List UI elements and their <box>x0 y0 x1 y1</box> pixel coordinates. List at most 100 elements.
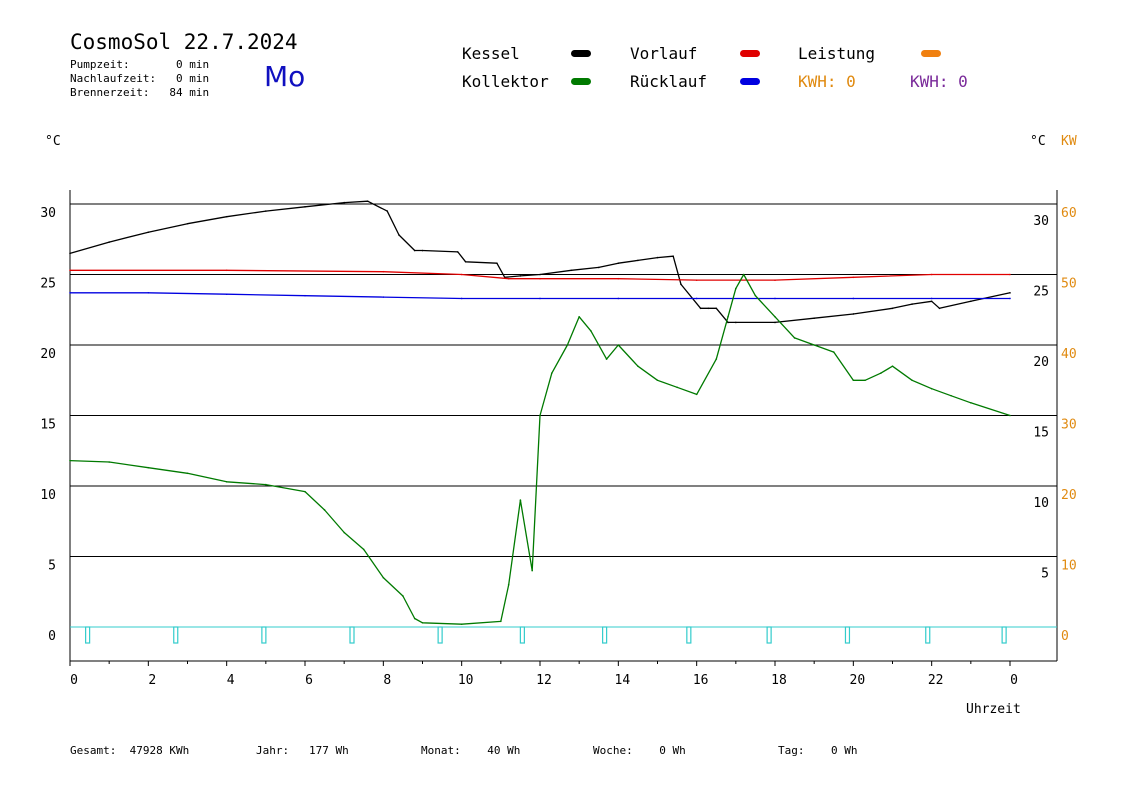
pump-mark <box>766 626 772 644</box>
x-tick-label: 22 <box>928 673 944 688</box>
series-point <box>774 316 776 318</box>
series-point <box>930 300 933 303</box>
y-left-tick-label: 5 <box>48 559 56 574</box>
series-point <box>304 294 306 297</box>
series-point <box>539 277 541 280</box>
series-point <box>550 372 553 375</box>
series-point <box>460 297 463 300</box>
y-right-tick-label: 15 <box>1033 426 1049 441</box>
series-point <box>617 344 620 346</box>
series-point <box>695 279 698 281</box>
series-point <box>699 307 702 310</box>
series-point <box>813 344 815 346</box>
series-point <box>225 480 228 483</box>
page-title: CosmoSol 22.7.2024 <box>70 30 298 54</box>
series-point <box>911 379 913 382</box>
series-point <box>304 206 306 208</box>
series-point <box>774 279 776 281</box>
series-point <box>672 255 674 257</box>
series-point <box>676 386 678 389</box>
series-point <box>742 273 745 276</box>
y-left-tick-label: 10 <box>40 488 56 503</box>
series-point <box>793 337 796 339</box>
brennerzeit-text: Brennerzeit: 84 min <box>70 86 210 99</box>
series-point <box>323 509 326 511</box>
series-point <box>402 595 404 597</box>
x-tick-label: 8 <box>383 673 391 688</box>
pump-mark <box>686 626 692 644</box>
y-right-kw-tick-label: 20 <box>1061 488 1077 503</box>
series-point <box>69 459 71 462</box>
y-left-tick-label: 20 <box>40 347 56 362</box>
series-point <box>852 313 855 315</box>
series-point <box>617 262 620 265</box>
legend-kessel: Kessel <box>462 44 520 63</box>
x-tick-label: 12 <box>536 673 552 688</box>
series-point <box>1009 297 1011 300</box>
series-point <box>186 222 189 225</box>
y-left-tick-label: 15 <box>40 418 56 433</box>
series-point <box>343 531 345 534</box>
pumpzeit-text: Pumpzeit: 0 min <box>70 58 210 71</box>
series-point <box>637 259 639 262</box>
series-point <box>754 294 757 297</box>
series-point <box>605 358 608 360</box>
y-left-tick-label: 0 <box>48 629 56 644</box>
series-point <box>460 273 463 276</box>
series-point <box>69 292 71 294</box>
series-point <box>597 266 600 269</box>
footer-monat: Monat: 40 Wh <box>421 744 521 757</box>
right-axis-unit-kw: KW <box>1061 134 1077 149</box>
series-point <box>970 402 972 404</box>
series-point <box>519 499 522 501</box>
series-point <box>707 307 710 310</box>
legend-vorlauf: Vorlauf <box>630 44 698 63</box>
series-point <box>1009 292 1011 294</box>
series-point <box>186 472 189 475</box>
pump-mark <box>261 626 267 644</box>
y-right-kw-tick-label: 50 <box>1061 277 1077 292</box>
legend-kollektor-swatch <box>571 78 591 85</box>
legend-ruecklauf-swatch <box>740 78 760 85</box>
series-point <box>1009 273 1011 276</box>
pump-mark <box>925 626 931 644</box>
series-point <box>930 273 933 276</box>
y-right-tick-label: 30 <box>1033 214 1049 229</box>
series-point <box>891 307 894 310</box>
pump-mark <box>519 626 525 644</box>
series-line-vorlauf <box>70 269 1010 281</box>
series-point <box>715 307 718 310</box>
x-tick-label: 0 <box>70 673 78 688</box>
y-right-tick-label: 10 <box>1033 496 1049 511</box>
series-point <box>570 269 573 272</box>
weekday-label: Mo <box>264 60 306 93</box>
series-point <box>617 297 620 300</box>
series-point <box>265 483 267 486</box>
series-point <box>879 372 882 375</box>
pump-mark <box>349 626 355 644</box>
pump-mark <box>1001 626 1007 644</box>
series-point <box>362 548 365 551</box>
series-point <box>590 330 592 332</box>
series-point <box>695 297 698 300</box>
legend-leistung: Leistung <box>798 44 876 63</box>
series-point <box>930 297 933 300</box>
series-point <box>911 303 913 305</box>
series-point <box>715 358 718 360</box>
series-point <box>507 583 510 586</box>
kwh-purple-label: KWH: 0 <box>910 72 968 91</box>
series-point <box>304 490 306 493</box>
x-axis-label: Uhrzeit <box>966 702 1021 717</box>
series-point <box>938 307 941 310</box>
series-point <box>225 215 228 218</box>
series-point <box>507 277 510 280</box>
y-left-tick-label: 30 <box>40 206 56 221</box>
series-point <box>970 300 972 303</box>
series-point <box>382 296 385 298</box>
series-point <box>656 256 659 259</box>
series-line-kessel <box>69 200 1011 324</box>
series-point <box>398 234 400 236</box>
series-point <box>680 283 682 286</box>
legend-kessel-swatch <box>571 50 591 57</box>
series-point <box>891 365 894 367</box>
